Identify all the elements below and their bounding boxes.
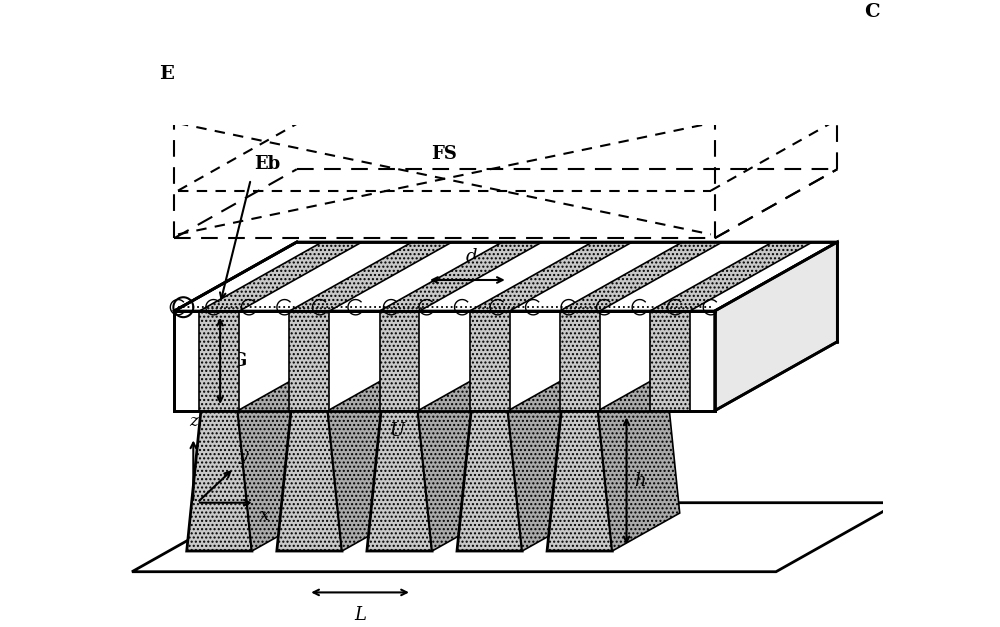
Polygon shape bbox=[289, 242, 452, 311]
Text: L: L bbox=[354, 606, 366, 624]
Polygon shape bbox=[328, 373, 409, 551]
Polygon shape bbox=[547, 411, 612, 551]
Text: G: G bbox=[232, 352, 247, 370]
Polygon shape bbox=[174, 242, 837, 311]
Text: Eb: Eb bbox=[255, 155, 281, 173]
Polygon shape bbox=[367, 411, 432, 551]
Polygon shape bbox=[174, 311, 715, 411]
Polygon shape bbox=[289, 311, 329, 411]
Polygon shape bbox=[650, 311, 690, 411]
Polygon shape bbox=[187, 411, 252, 551]
Polygon shape bbox=[508, 373, 590, 551]
Polygon shape bbox=[457, 411, 522, 551]
Polygon shape bbox=[650, 242, 812, 311]
Polygon shape bbox=[199, 311, 239, 411]
Polygon shape bbox=[560, 242, 722, 311]
Polygon shape bbox=[598, 373, 680, 551]
Text: FS: FS bbox=[431, 145, 457, 163]
Polygon shape bbox=[238, 373, 319, 551]
Text: C: C bbox=[864, 3, 880, 21]
Polygon shape bbox=[470, 242, 632, 311]
Polygon shape bbox=[470, 311, 510, 411]
Text: z: z bbox=[189, 413, 198, 430]
Polygon shape bbox=[380, 311, 419, 411]
Polygon shape bbox=[380, 242, 542, 311]
Polygon shape bbox=[199, 242, 362, 311]
Polygon shape bbox=[715, 242, 837, 411]
Text: h: h bbox=[634, 472, 646, 490]
Text: E: E bbox=[159, 65, 174, 83]
Polygon shape bbox=[560, 311, 600, 411]
Text: U: U bbox=[389, 422, 404, 440]
Text: y: y bbox=[239, 448, 248, 465]
Text: x: x bbox=[260, 507, 269, 524]
Text: d: d bbox=[465, 248, 477, 266]
Polygon shape bbox=[132, 503, 899, 572]
Polygon shape bbox=[418, 373, 500, 551]
Polygon shape bbox=[277, 411, 342, 551]
